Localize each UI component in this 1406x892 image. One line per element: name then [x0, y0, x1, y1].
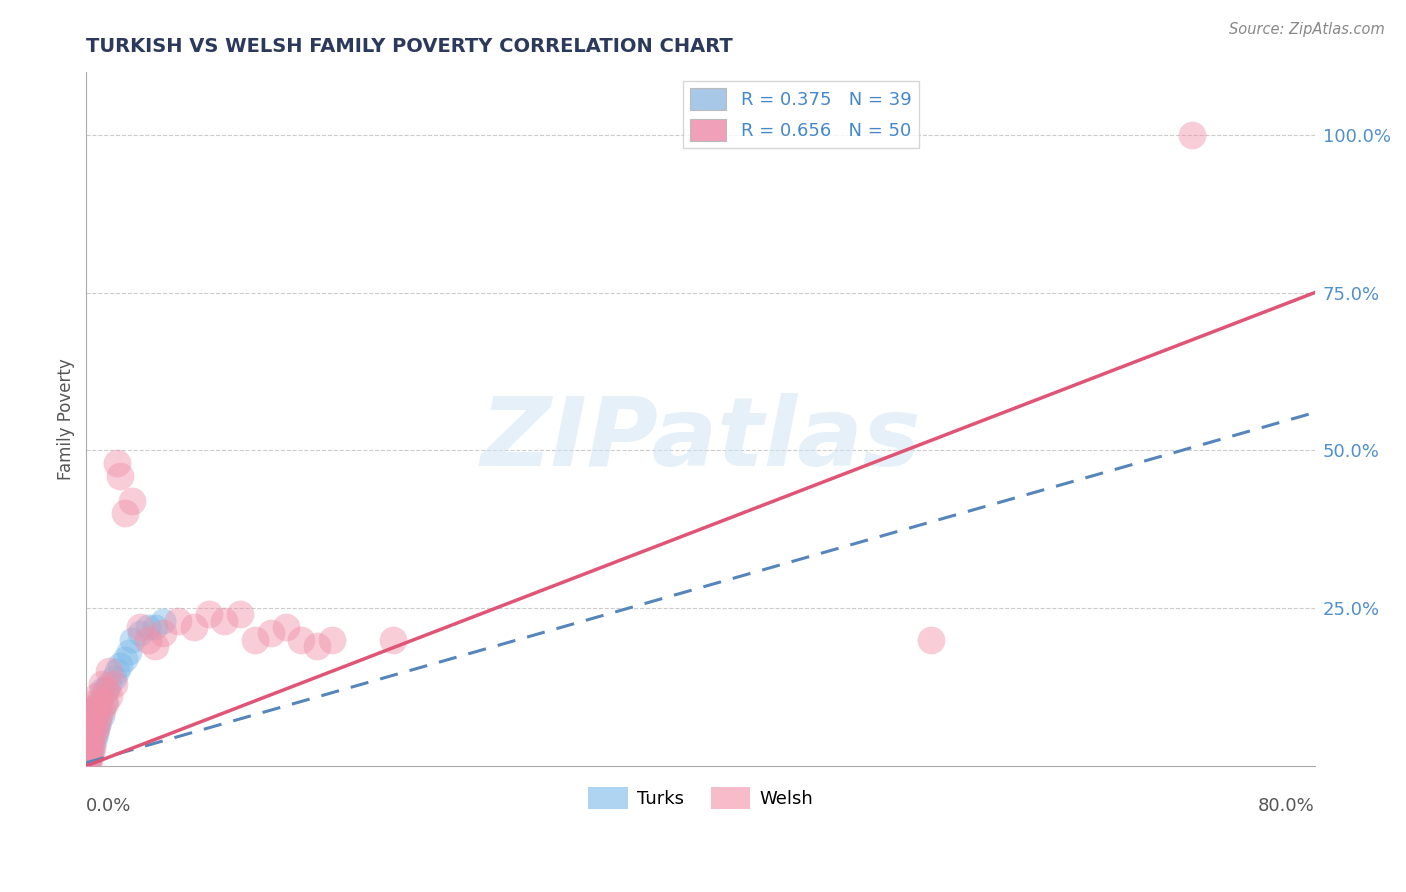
- Point: [96, 683, 118, 698]
- Point: [83, 708, 105, 723]
- Point: [90, 683, 112, 698]
- Point: [105, 456, 128, 470]
- Point: [129, 620, 152, 634]
- Point: [83, 733, 105, 747]
- Point: [198, 607, 221, 622]
- Point: [145, 620, 167, 634]
- Point: [167, 614, 190, 628]
- Point: [93, 696, 115, 710]
- Point: [129, 626, 152, 640]
- Point: [84, 727, 107, 741]
- Point: [82, 739, 104, 754]
- Point: [79, 753, 101, 767]
- Point: [90, 702, 112, 716]
- Point: [79, 727, 101, 741]
- Point: [274, 620, 297, 634]
- Point: [214, 614, 236, 628]
- Point: [83, 702, 105, 716]
- Point: [80, 733, 103, 747]
- Point: [98, 677, 121, 691]
- Point: [79, 753, 101, 767]
- Point: [79, 714, 101, 729]
- Point: [82, 721, 104, 735]
- Point: [229, 607, 252, 622]
- Point: [114, 507, 136, 521]
- Point: [290, 632, 312, 647]
- Text: 80.0%: 80.0%: [1258, 797, 1315, 815]
- Point: [305, 639, 328, 653]
- Point: [76, 747, 98, 761]
- Point: [245, 632, 267, 647]
- Point: [90, 677, 112, 691]
- Point: [82, 739, 104, 754]
- Point: [87, 714, 110, 729]
- Point: [152, 614, 174, 628]
- Point: [152, 626, 174, 640]
- Point: [80, 733, 103, 747]
- Point: [90, 708, 112, 723]
- Point: [83, 727, 105, 741]
- Point: [103, 671, 125, 685]
- Y-axis label: Family Poverty: Family Poverty: [58, 358, 75, 480]
- Point: [145, 639, 167, 653]
- Point: [321, 632, 343, 647]
- Point: [76, 753, 98, 767]
- Point: [82, 727, 104, 741]
- Point: [87, 696, 110, 710]
- Point: [87, 708, 110, 723]
- Point: [105, 665, 128, 679]
- Text: Source: ZipAtlas.com: Source: ZipAtlas.com: [1229, 22, 1385, 37]
- Point: [86, 690, 108, 704]
- Point: [98, 665, 121, 679]
- Point: [84, 702, 107, 716]
- Point: [79, 727, 101, 741]
- Point: [98, 690, 121, 704]
- Legend: R = 0.375   N = 39, R = 0.656   N = 50: R = 0.375 N = 39, R = 0.656 N = 50: [683, 81, 918, 148]
- Point: [121, 494, 143, 508]
- Point: [84, 721, 107, 735]
- Point: [80, 747, 103, 761]
- Point: [79, 747, 101, 761]
- Point: [87, 696, 110, 710]
- Point: [108, 468, 131, 483]
- Point: [80, 747, 103, 761]
- Point: [79, 739, 101, 754]
- Point: [108, 657, 131, 672]
- Point: [76, 747, 98, 761]
- Point: [96, 683, 118, 698]
- Point: [76, 753, 98, 767]
- Text: TURKISH VS WELSH FAMILY POVERTY CORRELATION CHART: TURKISH VS WELSH FAMILY POVERTY CORRELAT…: [86, 37, 733, 56]
- Point: [86, 708, 108, 723]
- Point: [83, 721, 105, 735]
- Point: [920, 632, 942, 647]
- Point: [183, 620, 205, 634]
- Point: [259, 626, 281, 640]
- Point: [80, 721, 103, 735]
- Point: [86, 721, 108, 735]
- Point: [76, 739, 98, 754]
- Point: [80, 714, 103, 729]
- Point: [83, 696, 105, 710]
- Point: [114, 651, 136, 665]
- Text: ZIPatlas: ZIPatlas: [481, 393, 921, 486]
- Point: [118, 645, 141, 659]
- Point: [382, 632, 405, 647]
- Point: [1181, 128, 1204, 142]
- Point: [86, 714, 108, 729]
- Text: 0.0%: 0.0%: [86, 797, 132, 815]
- Point: [103, 677, 125, 691]
- Point: [121, 632, 143, 647]
- Point: [136, 620, 159, 634]
- Point: [76, 739, 98, 754]
- Point: [136, 632, 159, 647]
- Point: [80, 708, 103, 723]
- Point: [82, 702, 104, 716]
- Point: [82, 714, 104, 729]
- Point: [93, 696, 115, 710]
- Point: [79, 739, 101, 754]
- Point: [76, 733, 98, 747]
